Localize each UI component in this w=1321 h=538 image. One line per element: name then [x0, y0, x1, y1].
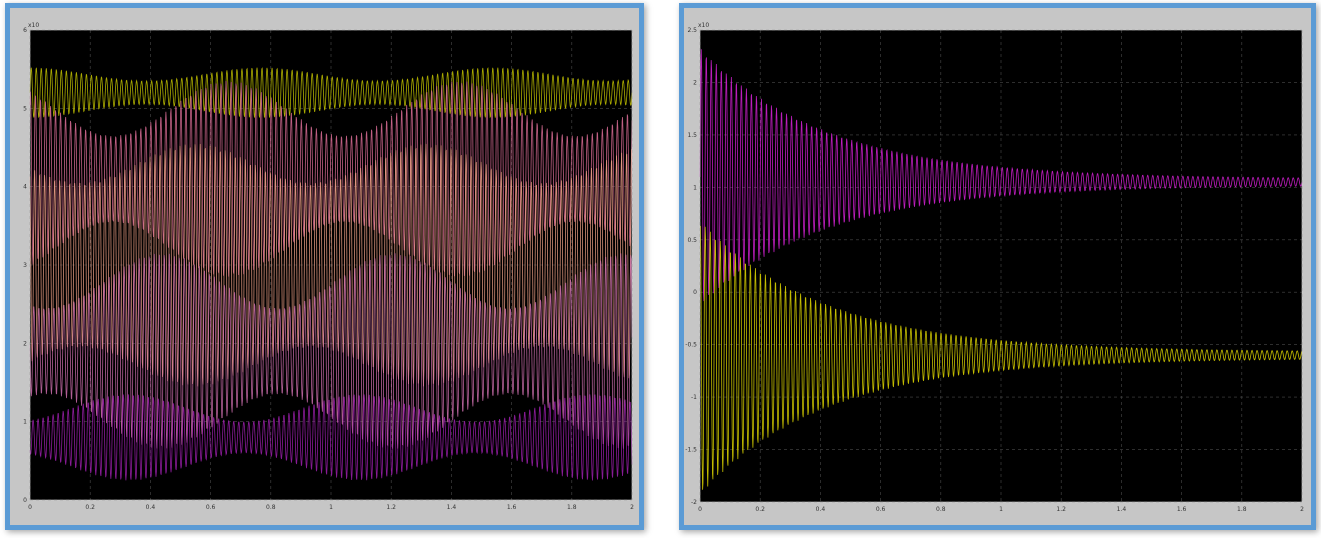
series-line-0	[29, 67, 633, 119]
y-tick-label: 1.5	[687, 132, 697, 139]
series-line-4	[29, 394, 633, 481]
x-tick-label: 1.4	[447, 504, 457, 511]
y-exponent-label: x10	[28, 22, 39, 29]
series-line-0	[699, 49, 1303, 302]
y-tick-label: -2	[691, 499, 697, 506]
x-tick-label: 0.2	[755, 506, 765, 513]
y-tick-label: 2.5	[687, 27, 697, 34]
x-tick-label: 1	[999, 506, 1003, 513]
x-tick-label: 0.6	[206, 504, 216, 511]
y-tick-label: 0	[23, 497, 27, 504]
series-line-3	[29, 253, 633, 449]
x-tick-label: 1.4	[1117, 506, 1127, 513]
x-tick-label: 0.4	[146, 504, 156, 511]
plot-frame	[29, 29, 633, 501]
x-tick-label: 0.6	[876, 506, 886, 513]
x-tick-label: 0.8	[936, 506, 946, 513]
y-exponent-label: x10	[698, 22, 709, 29]
x-tick-label: 1.6	[1177, 506, 1187, 513]
y-tick-label: 4	[23, 184, 27, 191]
series-line-1	[29, 81, 633, 277]
right-scope-plot: 0 0.2 0.4 0.6 0.8 1 1.2 1.4 1.6 1.8 2 -2 -1.5 -1 -0.5 0…	[685, 22, 1304, 513]
x-tick-label: 0	[698, 506, 702, 513]
y-tick-label: 1	[23, 419, 27, 426]
y-tick-label: 3	[23, 262, 27, 269]
left-series-group	[29, 67, 633, 481]
x-tick-label: 1.2	[386, 504, 396, 511]
y-tick-label: 0.5	[687, 237, 697, 244]
series-line-1	[699, 225, 1303, 490]
y-tick-label: -1.5	[685, 447, 697, 454]
right-scope-panel: 0 0.2 0.4 0.6 0.8 1 1.2 1.4 1.6 1.8 2 -2 -1.5 -1 -0.5 0…	[679, 3, 1316, 530]
x-tick-label: 0.4	[816, 506, 826, 513]
x-tick-label: 2	[630, 504, 634, 511]
x-tick-label: 0	[28, 504, 32, 511]
y-tick-label: 2	[693, 79, 697, 86]
y-tick-label: 5	[23, 105, 27, 112]
x-tick-label: 0.8	[266, 504, 276, 511]
plot-frame	[699, 29, 1303, 503]
left-scope-panel: 0 0.2 0.4 0.6 0.8 1 1.2 1.4 1.6 1.8 2 0 1 2 3 4 5 6 x10	[5, 3, 644, 530]
y-tick-label: 2	[23, 340, 27, 347]
x-tick-label: 2	[1300, 506, 1304, 513]
right-series-group	[699, 49, 1303, 490]
x-tick-label: 0.2	[85, 504, 95, 511]
y-tick-label: 0	[693, 289, 697, 296]
x-tick-label: 1	[329, 504, 333, 511]
y-tick-label: 6	[23, 27, 27, 34]
series-line-2	[29, 143, 633, 387]
y-tick-label: 1	[693, 184, 697, 191]
x-tick-label: 1.8	[567, 504, 577, 511]
x-tick-label: 1.2	[1056, 506, 1066, 513]
x-tick-label: 1.6	[507, 504, 517, 511]
y-tick-label: -0.5	[685, 342, 697, 349]
x-tick-label: 1.8	[1237, 506, 1247, 513]
y-tick-label: -1	[691, 394, 697, 401]
